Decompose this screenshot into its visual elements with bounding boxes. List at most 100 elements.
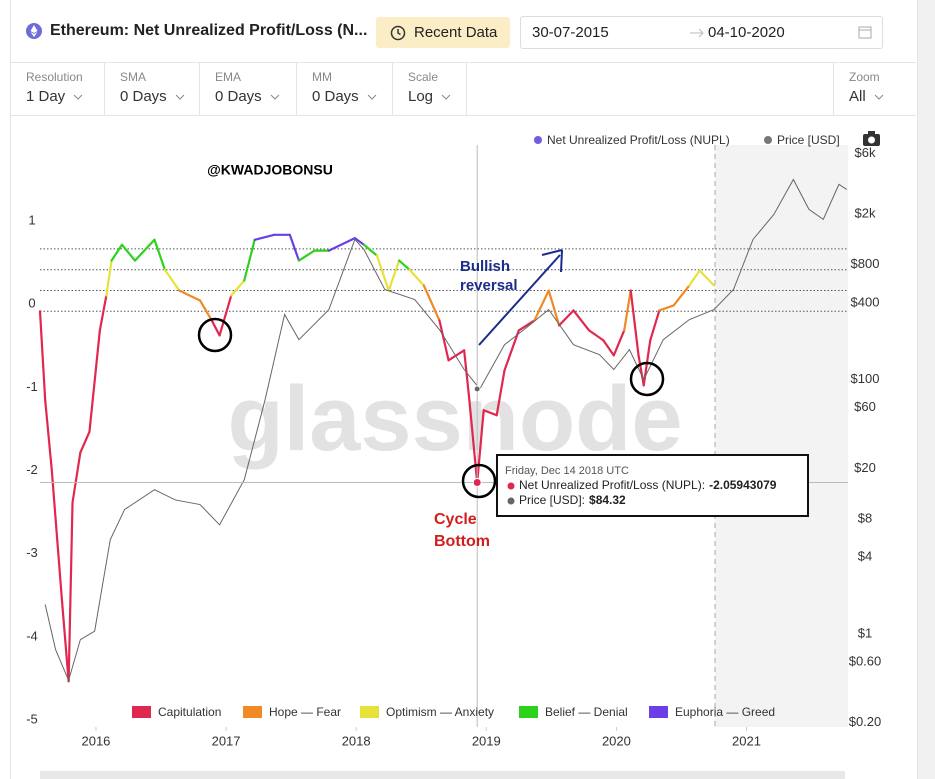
navigator-bar[interactable]	[40, 771, 845, 779]
control-value: 0 Days	[120, 88, 185, 105]
plot: 1 0 -1 -2 -3 -4 -5 $6k $2k $800 $400 $100 $60 $20 $8 $4…	[26, 133, 881, 748]
y2-tick-label: $20	[854, 460, 876, 475]
annotation: reversal	[460, 277, 518, 294]
control-label: SMA	[120, 70, 147, 84]
control[interactable]: Scale Log	[393, 63, 467, 115]
nupl-segment	[649, 309, 661, 342]
nupl-segment	[587, 329, 605, 342]
clock-icon	[390, 25, 406, 41]
tooltip-dot	[507, 497, 515, 505]
y2-tick-label: $0.60	[849, 653, 882, 668]
annotation-circle	[629, 361, 665, 397]
nupl-segment	[327, 237, 356, 252]
y2-tick-label: $0.20	[849, 714, 882, 729]
calendar-icon	[858, 26, 872, 39]
nupl-segment	[476, 409, 485, 484]
legend-dot	[534, 136, 542, 144]
arrow-icon	[690, 28, 704, 38]
annotation: @KWADJOBONSU	[207, 162, 333, 178]
y-tick-label: -1	[26, 379, 38, 394]
y-tick-label: -4	[26, 628, 38, 643]
date-range[interactable]: 30-07-2015 04-10-2020	[520, 16, 883, 49]
tooltip-box	[496, 454, 809, 517]
legend-label: Net Unrealized Profit/Loss (NUPL)	[547, 133, 730, 147]
control[interactable]: Zoom All	[833, 63, 916, 115]
chevron	[441, 94, 451, 100]
recent-data-label: Recent Data	[414, 24, 498, 41]
control-label: EMA	[215, 70, 242, 84]
nupl-segment	[623, 289, 632, 332]
control-value: 0 Days	[215, 88, 280, 105]
control[interactable]: EMA 0 Days	[200, 63, 297, 115]
recent-data-button[interactable]: Recent Data	[376, 17, 510, 48]
watermark: glassnode	[227, 368, 682, 470]
nupl-segment	[387, 259, 401, 292]
camera-icon[interactable]	[863, 131, 880, 146]
nupl-segment	[198, 299, 213, 322]
legend-label: Price [USD]	[777, 133, 840, 147]
nupl-segment	[658, 304, 675, 312]
x-tick-label: 2018	[342, 733, 371, 748]
header: Ethereum: Net Unrealized Profit/Loss (N.…	[11, 0, 916, 63]
y2-tick-label: $8	[858, 510, 872, 525]
arrow-head	[541, 249, 563, 273]
nupl-segment	[698, 269, 716, 287]
hover-point	[473, 385, 481, 393]
control-value: 0 Days	[312, 88, 377, 105]
y-tick-label: -3	[26, 545, 38, 560]
nupl-segment	[210, 319, 221, 337]
control[interactable]: MM 0 Days	[297, 63, 393, 115]
nupl-segment	[438, 319, 450, 362]
nupl-segment	[672, 284, 691, 307]
nupl-segment	[503, 329, 520, 372]
tooltip-date: Friday, Dec 14 2018 UTC	[505, 465, 629, 477]
zone-swatch	[132, 706, 151, 718]
y2-tick-label: $800	[851, 256, 880, 271]
control-label: Zoom	[849, 70, 880, 84]
nupl-segment	[353, 237, 366, 246]
nupl-segment	[517, 319, 536, 332]
nupl-segment	[495, 369, 506, 417]
nupl-segment	[71, 451, 82, 504]
control-label: MM	[312, 70, 332, 84]
nupl-segment	[375, 254, 390, 292]
nupl-segment	[362, 243, 379, 257]
zone-label: Optimism — Anxiety	[386, 705, 494, 719]
tooltip-row: Price [USD]: $84.32	[519, 493, 626, 507]
nupl-segment	[398, 259, 411, 271]
annotation-circle	[461, 463, 497, 499]
nupl-segment	[105, 259, 113, 297]
nupl-segment	[408, 268, 425, 287]
y-tick-label: 0	[28, 296, 35, 311]
y2-tick-label: $60	[854, 399, 876, 414]
date-from: 30-07-2015	[532, 24, 609, 41]
nupl-segment	[422, 284, 441, 322]
nupl-segment	[178, 289, 202, 302]
nupl-segment	[153, 238, 167, 271]
nupl-segment	[44, 399, 53, 471]
zone-label: Belief — Denial	[545, 705, 628, 719]
control[interactable]: SMA 0 Days	[105, 63, 200, 115]
nupl-segment	[253, 233, 276, 241]
nupl-segment	[482, 409, 498, 417]
zone-swatch	[649, 706, 668, 718]
nupl-segment	[243, 238, 256, 282]
frame	[10, 0, 918, 779]
zone-label: Capitulation	[158, 705, 221, 719]
chart: glassnode 1 0 -1 -2 -3 -4 -5 $6k $2k $800 $400 $100…	[26, 131, 881, 748]
scrollbar[interactable]	[918, 0, 935, 779]
control-value: All	[849, 88, 884, 105]
tooltip-label: Price [USD]:	[519, 493, 585, 507]
control[interactable]: Resolution 1 Day	[11, 63, 105, 115]
legend-dot	[764, 136, 772, 144]
zone-label: Euphoria — Greed	[675, 705, 775, 719]
nupl-segment	[463, 349, 471, 402]
y2-tick-label: $2k	[855, 206, 876, 221]
nupl-segment	[61, 601, 70, 683]
eth-icon	[26, 23, 42, 39]
nupl-segment	[688, 269, 701, 287]
shaded-region	[715, 145, 848, 727]
control-label: Scale	[408, 70, 439, 84]
annotation-circle	[197, 317, 233, 353]
